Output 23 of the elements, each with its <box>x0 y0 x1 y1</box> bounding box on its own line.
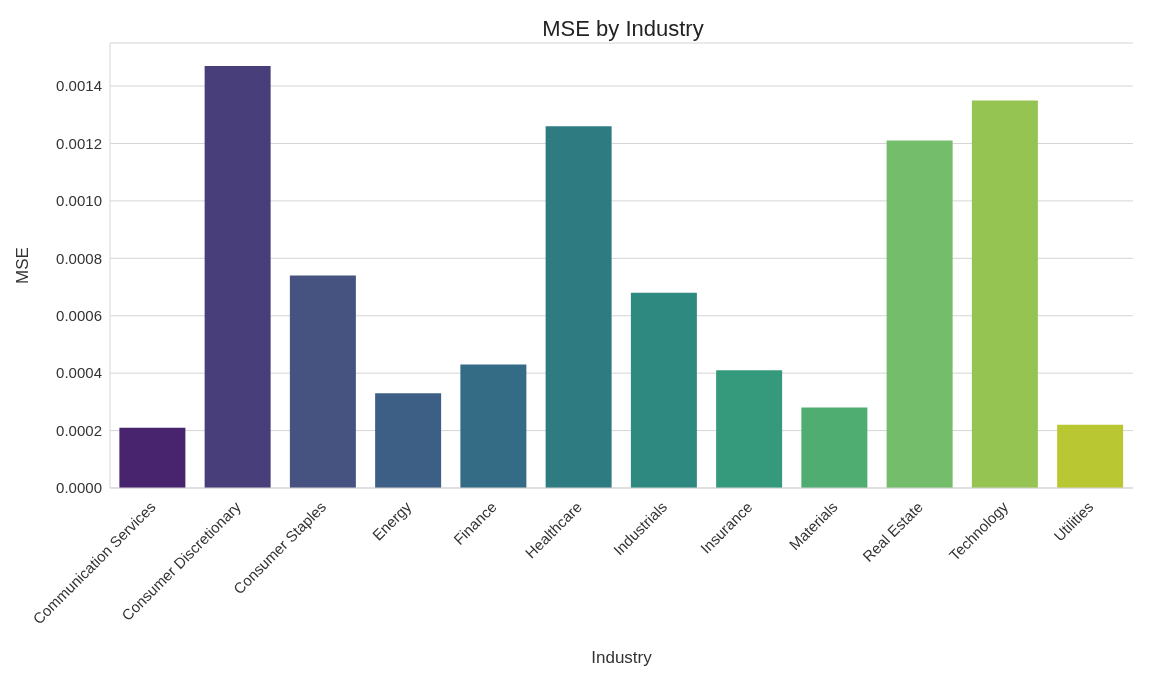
y-tick-label: 0.0012 <box>56 134 102 152</box>
bar <box>630 292 697 488</box>
bar <box>204 65 271 488</box>
x-axis-title: Industry <box>591 648 653 667</box>
y-tick-label: 0.0002 <box>56 421 102 439</box>
y-tick-label: 0.0006 <box>56 307 102 325</box>
bar <box>801 407 868 488</box>
y-tick-label: 0.0008 <box>56 249 102 267</box>
bar <box>119 427 186 488</box>
y-tick-label: 0.0000 <box>56 479 102 497</box>
bar <box>289 275 356 488</box>
bar <box>460 364 527 488</box>
bar <box>375 393 442 488</box>
bar <box>545 126 612 488</box>
bar <box>886 140 953 488</box>
y-tick-label: 0.0010 <box>56 192 102 210</box>
bar <box>971 100 1038 488</box>
bar <box>1057 424 1124 488</box>
y-axis-title: MSE <box>13 247 33 284</box>
bar <box>716 370 783 488</box>
y-tick-label: 0.0014 <box>56 77 102 95</box>
chart-title: MSE by Industry <box>541 16 705 42</box>
y-tick-label: 0.0004 <box>56 364 102 382</box>
